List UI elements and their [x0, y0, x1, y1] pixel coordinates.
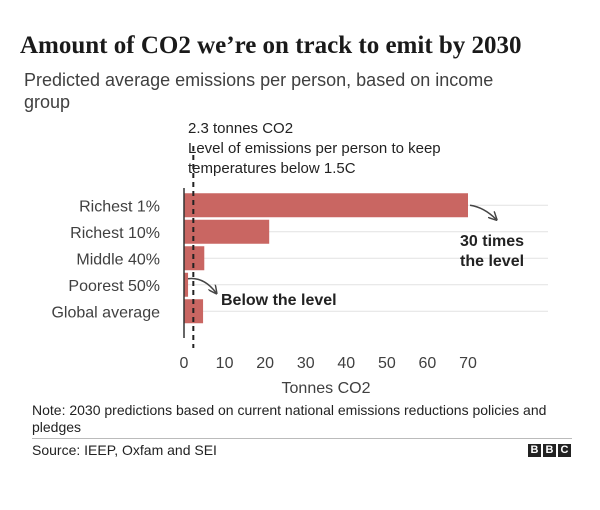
- x-axis-label: Tonnes CO2: [282, 380, 371, 397]
- bbc-logo-letter: B: [528, 444, 541, 457]
- category-label: Richest 10%: [70, 225, 160, 242]
- annotation-label: the level: [460, 253, 524, 270]
- x-tick-label: 50: [378, 355, 396, 372]
- chart-source: Source: IEEP, Oxfam and SEI: [32, 442, 217, 458]
- bbc-logo-letter: B: [543, 444, 556, 457]
- category-label: Global average: [51, 304, 160, 321]
- annotation-arrow: [469, 204, 496, 219]
- bar-richest-10: [184, 219, 270, 244]
- category-label: Middle 40%: [76, 251, 160, 268]
- x-tick-label: 30: [297, 355, 315, 372]
- x-tick-label: 60: [419, 355, 437, 372]
- bar-richest-1: [184, 193, 468, 218]
- reference-line-label: 2.3 tonnes CO2: [188, 120, 293, 137]
- x-tick-label: 20: [256, 355, 274, 372]
- x-tick-label: 40: [337, 355, 355, 372]
- reference-line-label: Level of emissions per person to keep: [188, 140, 441, 157]
- bbc-logo-letter: C: [558, 444, 571, 457]
- x-tick-label: 0: [180, 355, 189, 372]
- bar-chart: Richest 1% Richest 10% Middle 40% Poorest 5…: [51, 120, 548, 397]
- annotation-label: 30 times: [460, 233, 524, 250]
- chart-note: Note: 2030 predictions based on current …: [32, 402, 547, 435]
- x-tick-label: 10: [216, 355, 234, 372]
- bar-poorest-50: [184, 272, 189, 297]
- annotation-label: Below the level: [221, 292, 337, 309]
- reference-line-label: temperatures below 1.5C: [188, 160, 356, 177]
- annotation-arrow: [187, 277, 216, 293]
- footer-divider: [32, 438, 572, 439]
- category-label: Poorest 50%: [68, 278, 160, 295]
- x-tick-label: 70: [459, 355, 477, 372]
- bbc-logo: B B C: [528, 444, 571, 457]
- chart-title: Amount of CO2 we’re on track to emit by …: [20, 32, 522, 59]
- chart-subtitle: Predicted average emissions per person, …: [24, 70, 494, 112]
- category-label: Richest 1%: [79, 198, 160, 215]
